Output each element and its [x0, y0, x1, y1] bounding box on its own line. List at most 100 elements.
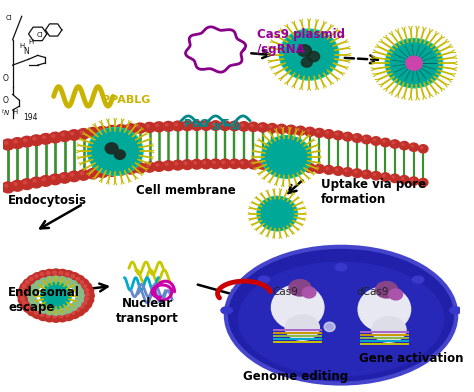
Circle shape [352, 134, 362, 142]
Circle shape [401, 178, 404, 180]
Circle shape [14, 183, 17, 185]
Circle shape [212, 123, 215, 125]
Circle shape [175, 162, 178, 165]
Circle shape [40, 272, 44, 276]
Text: Nuclear
transport: Nuclear transport [116, 297, 179, 325]
Circle shape [411, 145, 413, 147]
Circle shape [77, 170, 90, 180]
Circle shape [71, 275, 74, 278]
Circle shape [420, 180, 423, 182]
Text: Endocytosis: Endocytosis [8, 194, 87, 207]
Circle shape [260, 125, 263, 127]
Circle shape [137, 125, 140, 128]
Circle shape [345, 170, 347, 172]
Circle shape [343, 132, 353, 141]
Circle shape [5, 142, 8, 144]
Circle shape [76, 278, 80, 281]
Circle shape [68, 171, 80, 181]
Circle shape [409, 143, 419, 151]
Circle shape [44, 269, 55, 279]
Circle shape [83, 291, 94, 300]
Circle shape [172, 160, 183, 170]
Circle shape [248, 160, 259, 169]
Circle shape [387, 40, 441, 87]
Circle shape [241, 162, 244, 164]
Ellipse shape [450, 307, 461, 314]
Circle shape [118, 127, 121, 129]
Text: Uptake via pore
formation: Uptake via pore formation [320, 178, 426, 206]
Text: O: O [3, 96, 9, 105]
Circle shape [392, 142, 394, 144]
Circle shape [191, 121, 202, 131]
Circle shape [31, 300, 39, 307]
Circle shape [248, 122, 259, 131]
Circle shape [201, 121, 212, 130]
Circle shape [400, 142, 409, 150]
Circle shape [400, 176, 409, 184]
Circle shape [390, 140, 400, 148]
Circle shape [76, 309, 80, 312]
Circle shape [238, 159, 249, 169]
Circle shape [191, 160, 202, 169]
Circle shape [65, 313, 69, 316]
Ellipse shape [302, 287, 316, 298]
Circle shape [63, 311, 74, 321]
Circle shape [137, 165, 140, 168]
Circle shape [163, 122, 174, 131]
Circle shape [406, 56, 422, 70]
Circle shape [33, 180, 36, 182]
Circle shape [317, 131, 319, 132]
Circle shape [20, 289, 24, 292]
Circle shape [20, 297, 24, 300]
Circle shape [82, 295, 94, 305]
Text: $^tN$: $^tN$ [1, 107, 10, 118]
Circle shape [308, 51, 319, 62]
Ellipse shape [285, 315, 319, 340]
Circle shape [46, 276, 54, 283]
Circle shape [42, 136, 46, 139]
Circle shape [20, 179, 33, 189]
Circle shape [114, 150, 125, 159]
Circle shape [231, 161, 234, 163]
Circle shape [288, 164, 291, 166]
Circle shape [35, 303, 43, 310]
Circle shape [250, 124, 253, 127]
Circle shape [203, 162, 206, 164]
Circle shape [27, 307, 38, 316]
Circle shape [68, 130, 80, 140]
Circle shape [383, 175, 385, 177]
Circle shape [83, 285, 87, 288]
Circle shape [61, 175, 64, 178]
Circle shape [23, 279, 34, 288]
Text: 2K: 2K [211, 123, 222, 132]
Circle shape [78, 279, 89, 288]
Circle shape [57, 312, 68, 322]
Circle shape [78, 303, 89, 312]
Circle shape [314, 164, 325, 173]
Circle shape [383, 140, 385, 142]
Circle shape [80, 131, 83, 134]
Circle shape [58, 308, 66, 315]
Circle shape [46, 314, 50, 318]
Circle shape [53, 271, 56, 274]
Circle shape [87, 169, 99, 179]
Circle shape [128, 166, 130, 169]
Ellipse shape [376, 281, 398, 298]
Circle shape [355, 171, 357, 173]
Circle shape [241, 124, 244, 126]
Text: N: N [23, 47, 29, 56]
Circle shape [41, 283, 71, 308]
Circle shape [109, 168, 111, 171]
Circle shape [193, 123, 196, 125]
Circle shape [336, 133, 338, 135]
Circle shape [115, 165, 127, 175]
Circle shape [362, 170, 372, 179]
Circle shape [30, 135, 43, 146]
Circle shape [80, 281, 84, 284]
Circle shape [165, 123, 168, 126]
Circle shape [32, 273, 43, 282]
Circle shape [71, 132, 74, 135]
Circle shape [295, 126, 306, 135]
Circle shape [49, 174, 62, 185]
Circle shape [229, 121, 240, 131]
